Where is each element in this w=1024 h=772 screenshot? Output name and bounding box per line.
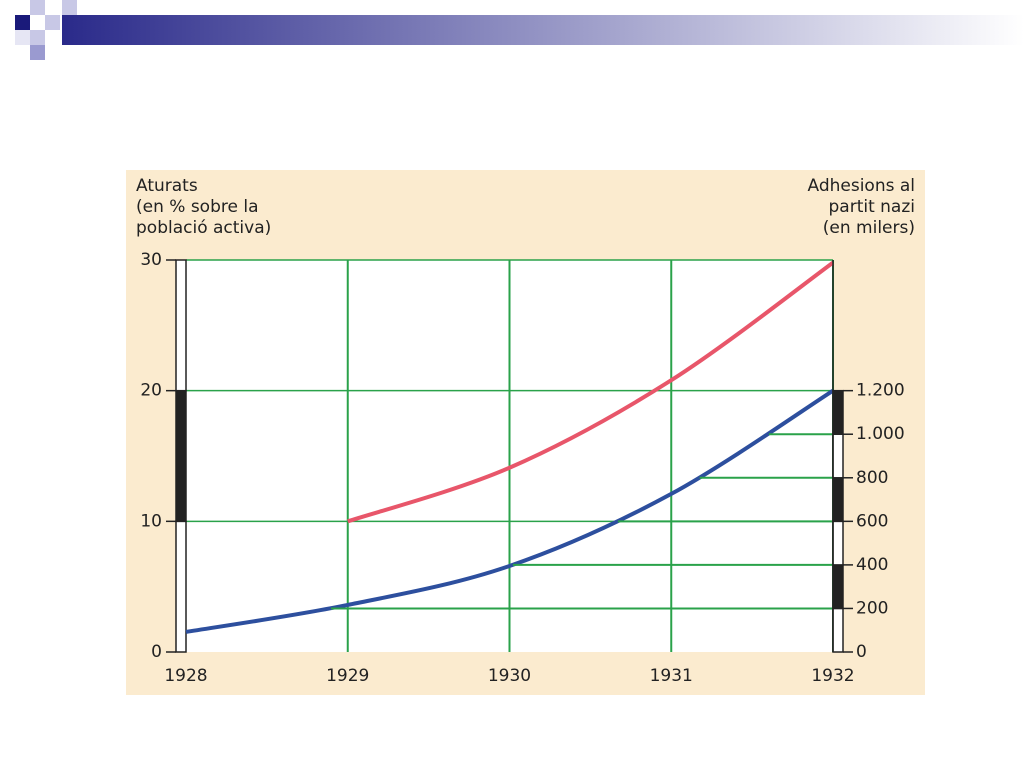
y-tick-label: 30: [140, 250, 162, 270]
y-axis-label: població activa): [136, 218, 271, 238]
y-axis-label: Aturats: [136, 176, 198, 196]
axis-segment: [832, 520, 844, 566]
x-tick-label: 1928: [164, 666, 207, 686]
axis-segment: [832, 389, 844, 435]
y-tick-label: 20: [140, 381, 162, 401]
y2-tick-label: 1.200: [856, 381, 905, 401]
axis-segment: [832, 477, 844, 523]
axis-segment: [175, 520, 187, 653]
axis-segment: [832, 607, 844, 653]
x-tick-label: 1929: [326, 666, 369, 686]
y2-axis-label: (en milers): [823, 218, 915, 238]
y-axis-label: (en % sobre la: [136, 197, 259, 217]
axis-segment: [175, 389, 187, 523]
y-tick-label: 10: [140, 511, 162, 531]
y2-tick-label: 0: [856, 642, 867, 662]
x-tick-label: 1932: [811, 666, 854, 686]
y2-tick-label: 600: [856, 511, 888, 531]
series-line: [347, 260, 835, 524]
slide-decoration: [15, 0, 1024, 60]
axis-segment: [175, 259, 187, 392]
y2-tick-label: 200: [856, 598, 888, 618]
axis-segment: [832, 433, 844, 479]
x-tick-label: 1930: [488, 666, 531, 686]
x-tick-label: 1931: [650, 666, 693, 686]
y2-tick-label: 800: [856, 468, 888, 488]
series-line: [185, 388, 835, 634]
y2-axis-label: partit nazi: [829, 197, 916, 217]
y2-axis-label: Adhesions al: [807, 176, 915, 196]
y-tick-label: 0: [151, 642, 162, 662]
y2-tick-label: 400: [856, 555, 888, 575]
axis-segment: [832, 564, 844, 610]
y2-tick-label: 1.000: [856, 424, 905, 444]
